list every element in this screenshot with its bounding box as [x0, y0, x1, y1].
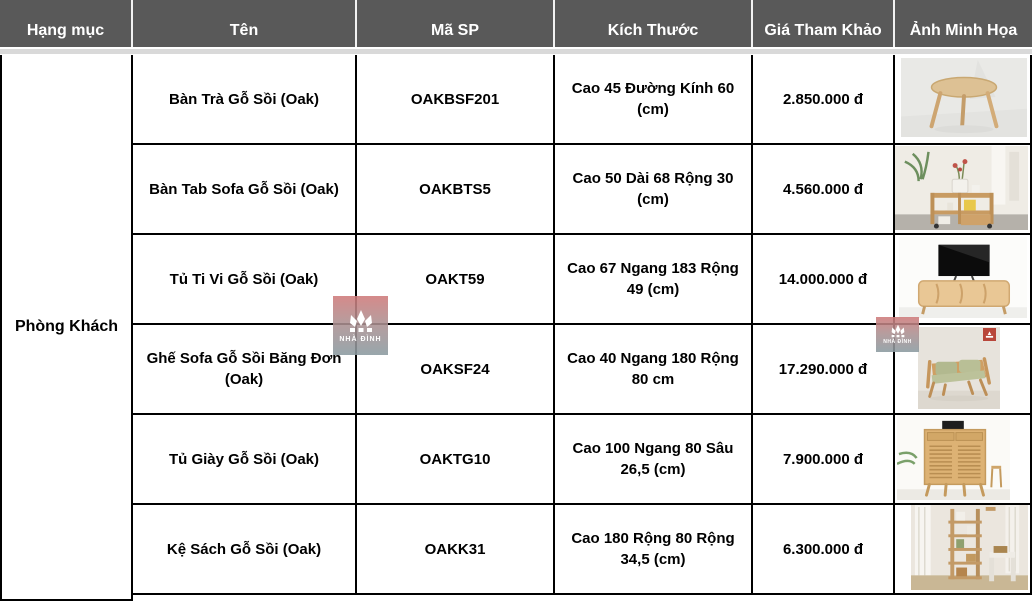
photo-cell — [895, 55, 1032, 145]
product-name-cell: Bàn Tab Sofa Gỗ Sồi (Oak) — [133, 145, 357, 235]
product-code-cell: OAKTG10 — [357, 415, 555, 505]
header-divider-strip — [0, 47, 1032, 55]
brand-watermark: NHÀ ĐÌNH — [876, 317, 919, 352]
brand-watermark: NHÀ ĐÌNH — [333, 296, 388, 355]
tea-table-photo — [901, 58, 1027, 137]
photo-cell — [895, 505, 1032, 595]
tv-cabinet-photo — [899, 237, 1027, 318]
product-name-cell: Ghế Sofa Gỗ Sồi Băng Đơn (Oak) — [133, 325, 357, 415]
product-name-cell: Bàn Trà Gỗ Sồi (Oak) — [133, 55, 357, 145]
photo-cell — [895, 145, 1032, 235]
price-cell: 17.290.000 đ — [753, 325, 895, 415]
product-code-cell: OAKSF24 — [357, 325, 555, 415]
price-cell: 14.000.000 đ — [753, 235, 895, 325]
product-name-cell: Tủ Ti Vi Gỗ Sồi (Oak) — [133, 235, 357, 325]
column-header-price: Giá Tham Khảo — [753, 0, 895, 47]
product-name-cell: Tủ Giày Gỗ Sồi (Oak) — [133, 415, 357, 505]
size-cell: Cao 100 Ngang 80 Sâu 26,5 (cm) — [555, 415, 753, 505]
shoe-cabinet-photo — [897, 415, 1010, 500]
photo-cell — [895, 235, 1032, 325]
lotus-crown-icon — [891, 324, 904, 338]
product-code-cell: OAKBSF201 — [357, 55, 555, 145]
column-header-category: Hạng mục — [0, 0, 133, 47]
column-header-size: Kích Thước — [555, 0, 753, 47]
size-cell: Cao 50 Dài 68 Rộng 30 (cm) — [555, 145, 753, 235]
product-code-cell: OAKBTS5 — [357, 145, 555, 235]
category-cell: Phòng Khách — [2, 55, 133, 601]
sofa-cart-photo — [895, 146, 1028, 230]
photo-cell — [895, 325, 1032, 415]
table-body: Phòng Khách Bàn Trà Gỗ Sồi (Oak) OAKBSF2… — [0, 55, 1032, 601]
bookshelf-photo — [911, 505, 1028, 590]
size-cell: Cao 67 Ngang 183 Rộng 49 (cm) — [555, 235, 753, 325]
column-header-name: Tên — [133, 0, 357, 47]
product-name-cell: Kệ Sách Gỗ Sồi (Oak) — [133, 505, 357, 595]
size-cell: Cao 40 Ngang 180 Rộng 80 cm — [555, 325, 753, 415]
column-header-code: Mã SP — [357, 0, 555, 47]
product-code-cell: OAKK31 — [357, 505, 555, 595]
size-cell: Cao 45 Đường Kính 60 (cm) — [555, 55, 753, 145]
photo-cell — [895, 415, 1032, 505]
price-cell: 4.560.000 đ — [753, 145, 895, 235]
watermark-label: NHÀ ĐÌNH — [883, 339, 912, 345]
brand-badge-icon — [983, 328, 996, 341]
price-cell: 7.900.000 đ — [753, 415, 895, 505]
watermark-label: NHÀ ĐÌNH — [339, 335, 382, 343]
size-cell: Cao 180 Rộng 80 Rộng 34,5 (cm) — [555, 505, 753, 595]
price-cell: 2.850.000 đ — [753, 55, 895, 145]
table-header-row: Hạng mục Tên Mã SP Kích Thước Giá Tham K… — [0, 0, 1032, 47]
lotus-crown-icon — [349, 309, 372, 332]
column-header-photo: Ảnh Minh Họa — [909, 22, 1018, 39]
product-code-cell: OAKT59 — [357, 235, 555, 325]
price-cell: 6.300.000 đ — [753, 505, 895, 595]
